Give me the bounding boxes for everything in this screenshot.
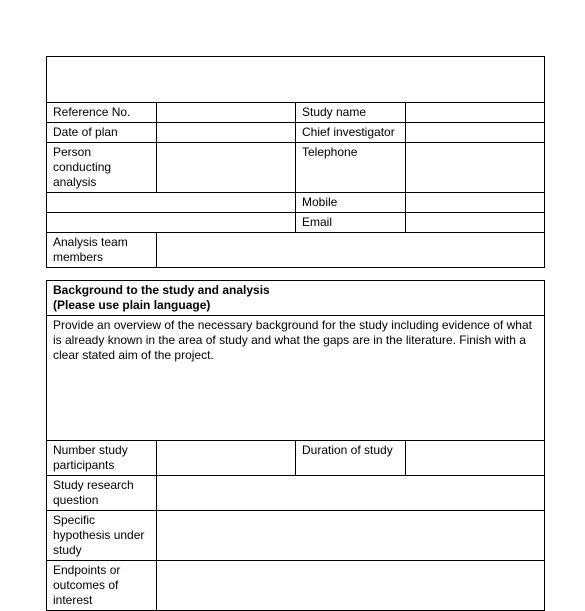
value-duration-study	[405, 440, 544, 475]
label-telephone: Telephone	[295, 142, 405, 192]
value-research-question	[156, 475, 544, 510]
label-endpoints: Endpoints or outcomes of interest	[47, 560, 157, 610]
table-row: Email	[47, 212, 545, 232]
label-study-name: Study name	[295, 102, 405, 122]
header-title: DATA ANALYSIS PLAN	[53, 59, 538, 79]
info-table: DATA ANALYSIS PLAN TEMPLATE Reference No…	[46, 56, 545, 268]
spacer	[46, 268, 545, 280]
section-table: Background to the study and analysis (Pl…	[46, 280, 545, 611]
section-title-line2: (Please use plain language)	[53, 298, 538, 313]
value-study-name	[405, 102, 544, 122]
table-row: Analysis team members	[47, 232, 545, 267]
value-telephone	[405, 142, 544, 192]
section-body: Provide an overview of the necessary bac…	[47, 315, 545, 440]
section-title-line1: Background to the study and analysis	[53, 283, 538, 298]
label-blank2	[47, 212, 296, 232]
value-email	[405, 212, 544, 232]
table-row: Study research question	[47, 475, 545, 510]
label-hypothesis: Specific hypothesis under study	[47, 510, 157, 560]
table-row: Number study participants Duration of st…	[47, 440, 545, 475]
section-header: Background to the study and analysis (Pl…	[47, 280, 545, 315]
table-row: Date of plan Chief investigator	[47, 122, 545, 142]
value-reference-no	[156, 102, 295, 122]
label-reference-no: Reference No.	[47, 102, 157, 122]
label-email: Email	[295, 212, 405, 232]
value-hypothesis	[156, 510, 544, 560]
value-mobile	[405, 192, 544, 212]
table-row: Endpoints or outcomes of interest	[47, 560, 545, 610]
table-row: Specific hypothesis under study	[47, 510, 545, 560]
label-analysis-team: Analysis team members	[47, 232, 157, 267]
document-header: DATA ANALYSIS PLAN TEMPLATE	[47, 57, 545, 103]
table-row: Person conducting analysis Telephone	[47, 142, 545, 192]
label-research-question: Study research question	[47, 475, 157, 510]
header-subtitle: TEMPLATE	[53, 81, 538, 100]
table-row: Reference No. Study name	[47, 102, 545, 122]
value-chief-investigator	[405, 122, 544, 142]
value-endpoints	[156, 560, 544, 610]
label-number-participants: Number study participants	[47, 440, 157, 475]
page: DATA ANALYSIS PLAN TEMPLATE Reference No…	[0, 0, 585, 611]
table-row: Mobile	[47, 192, 545, 212]
value-date-of-plan	[156, 122, 295, 142]
label-date-of-plan: Date of plan	[47, 122, 157, 142]
label-blank	[47, 192, 296, 212]
label-person-conducting: Person conducting analysis	[47, 142, 157, 192]
value-person-conducting	[156, 142, 295, 192]
label-chief-investigator: Chief investigator	[295, 122, 405, 142]
value-number-participants	[156, 440, 295, 475]
value-analysis-team	[156, 232, 544, 267]
label-mobile: Mobile	[295, 192, 405, 212]
label-duration-study: Duration of study	[295, 440, 405, 475]
